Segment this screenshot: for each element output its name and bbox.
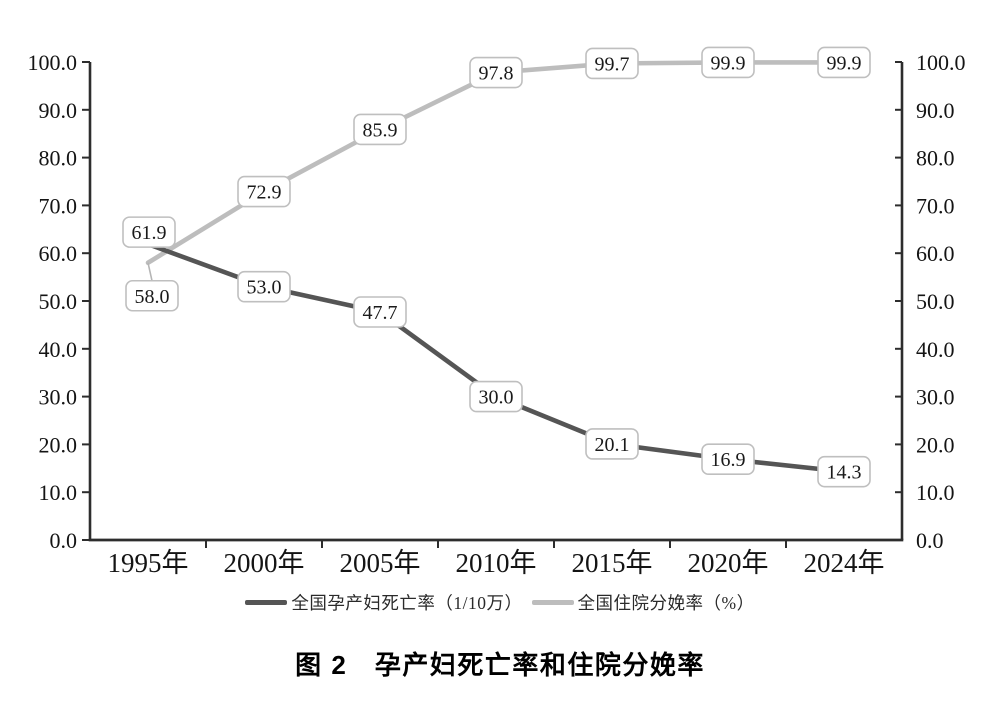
legend-item-hospital-delivery: 全国住院分娩率（%） [531, 590, 755, 615]
data-label-box [701, 443, 755, 476]
legend-item-maternal-mortality: 全国孕产妇死亡率（1/10万） [245, 590, 522, 615]
data-label-box [353, 296, 407, 328]
y-axis-right-tick-label: 80.0 [916, 146, 955, 171]
y-axis-left-tick-label: 60.0 [39, 241, 78, 266]
x-axis-tick-label: 2024年 [804, 548, 885, 578]
data-label-box [122, 216, 176, 248]
data-label-box [469, 380, 523, 413]
data-label: 99.9 [827, 52, 862, 74]
data-label-box [817, 46, 871, 79]
x-axis-tick-label: 2010年 [456, 548, 537, 578]
legend-line-swatch-light [531, 599, 574, 605]
data-label-box [585, 428, 639, 460]
figure-caption: 图 2 孕产妇死亡率和住院分娩率 [295, 650, 705, 680]
y-axis-left-tick-label: 10.0 [39, 480, 78, 505]
x-axis-tick-label: 2020年 [688, 548, 769, 578]
legend-label-hospital-delivery: 全国住院分娩率（%） [577, 592, 755, 613]
data-label: 20.1 [595, 434, 630, 456]
y-axis-right-tick-label: 90.0 [916, 98, 955, 123]
data-label: 97.8 [479, 63, 514, 85]
axes: 0.0 0.0 10.0 10.0 20.0 20.0 30.0 30.0 40.0 40.0 50… [28, 50, 966, 578]
y-axis-right-tick-label: 100.0 [916, 50, 966, 75]
chart-legend: 全国孕产妇死亡率（1/10万） 全国住院分娩率（%） [0, 588, 1000, 616]
data-label-box [817, 455, 871, 488]
y-axis-right-tick-label: 70.0 [916, 193, 955, 218]
data-label-box [237, 270, 291, 303]
data-label: 16.9 [711, 449, 746, 471]
data-label: 14.3 [827, 462, 862, 484]
y-axis-right-tick-label: 20.0 [916, 432, 955, 457]
data-label-box [701, 46, 755, 79]
y-axis-left-tick-label: 90.0 [39, 98, 78, 123]
y-axis-left-tick-label: 70.0 [39, 193, 78, 218]
data-label-box [125, 279, 179, 312]
y-axis-right-tick-label: 10.0 [916, 480, 955, 505]
x-axis-tick-label: 2015年 [572, 548, 653, 578]
data-label: 85.9 [363, 119, 398, 141]
y-axis-right-tick-label: 40.0 [916, 337, 955, 362]
y-axis-left-tick-label: 40.0 [39, 337, 78, 362]
data-label: 99.9 [711, 52, 746, 74]
x-axis-tick-label: 2005年 [340, 548, 421, 578]
data-label-box [585, 47, 639, 80]
y-axis-left-tick-label: 100.0 [28, 50, 78, 75]
data-label-box [237, 175, 291, 208]
y-axis-left-tick-label: 0.0 [50, 528, 78, 553]
data-label: 53.0 [247, 277, 282, 299]
series-line-1 [145, 60, 847, 266]
legend-line-swatch-dark [245, 599, 288, 605]
data-label-box [469, 56, 523, 89]
data-label-leader-line [147, 262, 153, 281]
data-label: 99.7 [595, 53, 630, 75]
y-axis-left-tick-label: 80.0 [39, 146, 78, 171]
y-axis-right-tick-label: 0.0 [916, 528, 944, 553]
y-axis-right-tick-label: 50.0 [916, 289, 955, 314]
data-label: 58.0 [135, 286, 170, 308]
x-axis-tick-label: 1995年 [108, 548, 189, 578]
y-axis-left-tick-label: 20.0 [39, 432, 78, 457]
data-label: 47.7 [363, 302, 398, 324]
y-axis-left-tick-label: 30.0 [39, 385, 78, 410]
data-label-box [353, 113, 407, 146]
y-axis-left-tick-label: 50.0 [39, 289, 78, 314]
data-label: 61.9 [132, 222, 167, 244]
y-axis-right-tick-label: 30.0 [916, 385, 955, 410]
data-label: 30.0 [479, 387, 514, 409]
legend-label-maternal-mortality: 全国孕产妇死亡率（1/10万） [291, 592, 523, 613]
data-label: 72.9 [247, 182, 282, 204]
y-axis-right-tick-label: 60.0 [916, 241, 955, 266]
x-axis-tick-label: 2000年 [224, 548, 305, 578]
